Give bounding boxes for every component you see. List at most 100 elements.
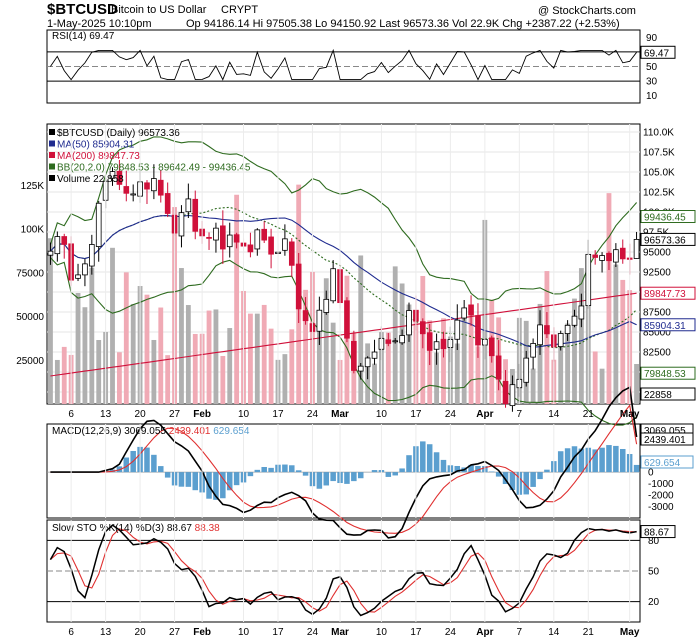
candle-body	[61, 236, 68, 245]
ma200-line	[50, 292, 637, 377]
legend-entry: MA(200) 89847.73	[57, 151, 140, 162]
x-axis-label: 10	[376, 409, 388, 420]
macd-hist-bar	[633, 464, 640, 473]
x-axis-label: 10	[238, 409, 250, 420]
candle-body	[178, 212, 185, 237]
volume-bar	[179, 268, 184, 404]
volume-bar	[316, 321, 322, 404]
bollinger-upper-line	[49, 136, 638, 302]
candle-body	[371, 351, 378, 359]
rsi-axis-tick-label: 10	[646, 91, 658, 102]
volume-axis-tick-label: 125K	[21, 181, 45, 192]
price-tag-box	[640, 318, 696, 332]
volume-bar	[358, 255, 364, 404]
candle-body	[316, 309, 323, 332]
volume-bar	[213, 309, 219, 404]
macd-hist-bar	[392, 472, 398, 476]
macd-hist-bar	[151, 454, 157, 473]
volume-bar	[61, 346, 67, 404]
quote-stats: Op 94186.14 Hi 97505.38 Lo 94150.92 Last…	[186, 18, 620, 30]
legend-swatch	[49, 175, 55, 181]
candle-body	[295, 263, 302, 310]
macd-hist-bar	[289, 465, 295, 473]
candle-body	[344, 300, 350, 339]
volume-axis-tick-label: 100K	[21, 225, 45, 236]
macd-hist-bar	[509, 472, 516, 491]
x-axis-label-bottom: 17	[410, 627, 422, 638]
x-axis-label-bottom: 20	[135, 627, 147, 638]
legend-swatch	[49, 152, 55, 158]
macd-hist-bar	[268, 467, 274, 473]
price-axis-tick-label: 107.5K	[643, 148, 675, 159]
macd-hist-bar	[454, 465, 461, 473]
symbol-name: Bitcoin to US Dollar	[111, 4, 207, 16]
candle-body	[440, 338, 447, 350]
macd-hist-bar	[564, 448, 571, 473]
volume-bar	[220, 355, 226, 404]
candle-body	[192, 198, 199, 232]
x-axis-label: 17	[410, 409, 422, 420]
x-axis-label-bottom: 17	[272, 627, 284, 638]
macd-hist-bar	[344, 472, 350, 484]
macd-hist-bar	[330, 472, 336, 482]
sto-axis-tick-label: 20	[648, 597, 660, 608]
macd-hist-bar	[178, 472, 185, 487]
candle-body	[282, 238, 288, 251]
macd-hist-bar	[571, 446, 578, 473]
volume-bar	[96, 340, 102, 404]
candle-body	[544, 325, 550, 335]
candle-body	[144, 182, 150, 190]
volume-bar	[282, 354, 288, 404]
price-axis-tick-label: 110.0K	[643, 128, 674, 139]
volume-bar	[530, 368, 536, 404]
volume-bar	[558, 336, 564, 404]
candle-body	[599, 255, 605, 261]
macd-hist-bar	[488, 471, 495, 473]
candle-body	[433, 341, 440, 350]
x-axis-label: 24	[445, 409, 457, 420]
macd-label-part: 2439.401	[166, 426, 211, 437]
macd-hist-bar	[523, 472, 529, 495]
candle-body	[488, 337, 495, 357]
candle-body	[633, 239, 640, 259]
volume-bar	[578, 268, 584, 404]
price-tag-box	[640, 232, 696, 246]
panes-layer: 110.0K107.5K105.0K102.5K100.0K97.5K95000…	[16, 29, 696, 638]
candle-body	[89, 244, 95, 267]
macd-hist-bar	[123, 457, 130, 473]
candle-body	[578, 305, 585, 320]
price-tag-label: 99436.45	[644, 213, 686, 224]
candle-body	[351, 340, 357, 371]
macd-hist-bar	[385, 472, 392, 477]
volume-bar	[572, 298, 577, 404]
price-tag-label: 85904.31	[644, 321, 686, 332]
price-tag-box	[640, 366, 696, 380]
volume-axis-tick-label: 75000	[16, 268, 44, 279]
rsi-tag-box	[640, 45, 676, 59]
candle-body	[399, 335, 405, 344]
candle-body	[357, 365, 364, 372]
price-axis-tick-label: 82500	[643, 348, 671, 359]
macd-label-part: MACD(12,26,9)	[52, 426, 121, 437]
macd-axis-tick-label: -2000	[648, 491, 674, 502]
x-axis-label: Feb	[193, 409, 211, 420]
price-tag-label: 89847.73	[644, 289, 686, 300]
legend-swatch	[49, 140, 55, 147]
candle-body	[302, 310, 309, 322]
volume-bar	[441, 318, 446, 404]
macd-signal-line	[50, 404, 638, 534]
macd-hist-bar	[578, 448, 585, 473]
macd-hist-bar	[282, 464, 288, 473]
candle-body	[323, 298, 330, 313]
price-axis-tick-label: 92500	[643, 268, 671, 279]
macd-hist-bar	[475, 465, 481, 473]
candle-body	[164, 193, 171, 214]
candle-body	[426, 332, 433, 351]
price-tag-box	[640, 210, 696, 224]
price-tag-label: 22858	[644, 390, 672, 401]
volume-bar	[592, 351, 598, 404]
sto-label-part: 88.67	[164, 523, 192, 534]
x-axis-label: Mar	[331, 409, 349, 420]
macd-hist-bar	[192, 472, 199, 491]
